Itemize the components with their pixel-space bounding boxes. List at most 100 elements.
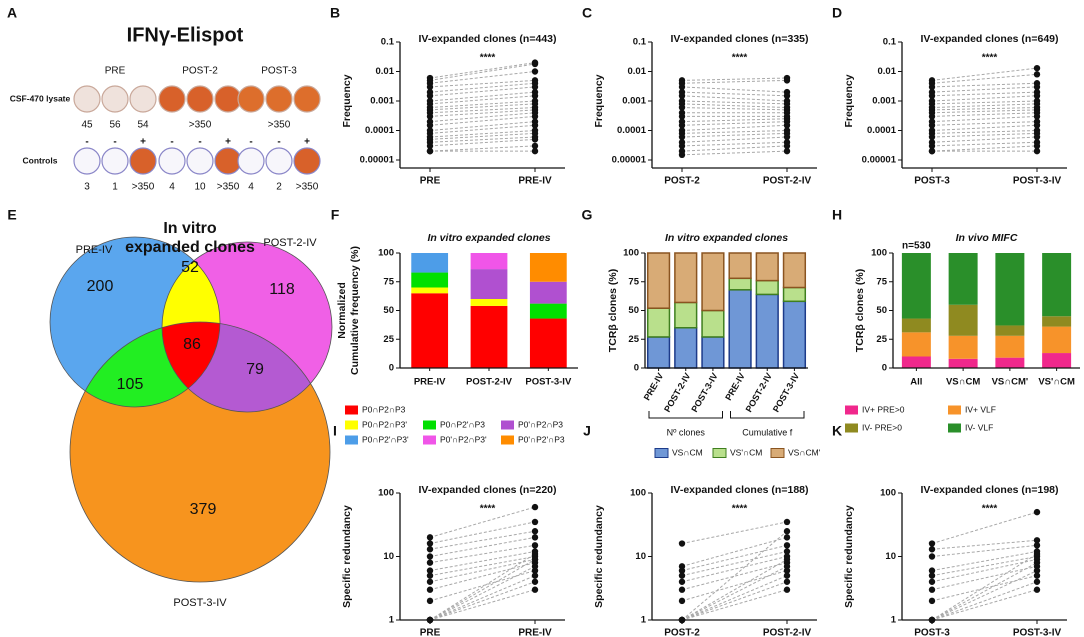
pair-line	[931, 511, 1038, 545]
bar-segment	[728, 289, 752, 369]
x-tick-label: PRE-IV	[723, 371, 747, 402]
venn-title: In vitro	[163, 220, 217, 237]
well-sign: -	[85, 137, 88, 148]
pair-line	[931, 121, 1038, 126]
bar-segment	[646, 336, 671, 369]
point	[1033, 92, 1041, 100]
point	[678, 122, 686, 129]
point	[783, 528, 791, 535]
x-tick-label: POST-3-IV	[1013, 176, 1062, 187]
point	[783, 586, 791, 593]
x-tick-label: POST-2-IV	[763, 628, 812, 637]
x-tick-label: VS'∩CM	[1038, 377, 1075, 388]
set-label: POST-3-IV	[173, 597, 227, 609]
bar-segment	[901, 318, 931, 333]
venn-region	[162, 322, 330, 412]
group-bracket	[648, 411, 723, 419]
legend-label: VS∩CM'	[788, 447, 821, 457]
point	[783, 578, 791, 585]
pair-line	[429, 536, 536, 557]
y-axis-label: Specific redundancy	[593, 505, 605, 608]
well	[186, 147, 214, 175]
bar-segment	[948, 358, 978, 368]
bar-segment	[995, 335, 1025, 358]
pair-line	[681, 103, 788, 109]
point	[678, 578, 686, 585]
legend-label: P0∩P2∩P3	[362, 404, 406, 414]
y-axis-label: Specific redundancy	[341, 505, 353, 608]
point	[426, 540, 434, 547]
pair-line	[681, 121, 788, 126]
x-tick-label: PRE	[420, 628, 441, 637]
bar-segment	[1042, 353, 1072, 368]
well-count: 1	[112, 182, 118, 193]
pair-line	[931, 141, 1038, 147]
x-tick-label: POST-2-IV	[744, 371, 774, 414]
legend-label: VS∩CM	[672, 447, 703, 457]
point	[928, 142, 936, 150]
pair-line	[681, 556, 788, 583]
y-axis-label: TCRβ clones (%)	[854, 269, 866, 352]
pair-line	[681, 530, 788, 621]
point	[783, 92, 791, 100]
bar-segment	[782, 286, 807, 303]
venn-count: 200	[87, 278, 114, 295]
x-tick-label: POST-2	[664, 176, 700, 187]
bar-segment	[901, 332, 931, 357]
venn-count: 52	[181, 259, 199, 276]
point	[531, 534, 539, 541]
point	[1033, 71, 1041, 78]
bar-segment	[470, 269, 508, 299]
point	[1033, 133, 1041, 141]
pair-line	[681, 544, 788, 572]
pair-line	[931, 550, 1038, 572]
point	[426, 553, 434, 560]
y-tick-label: 100	[378, 248, 394, 259]
point	[426, 122, 434, 129]
pair-line	[429, 562, 536, 591]
bar-segment	[948, 253, 978, 305]
point	[1033, 537, 1041, 544]
legend-swatch	[345, 420, 358, 430]
pair-line	[931, 130, 1038, 134]
point	[928, 578, 936, 585]
well	[158, 147, 186, 175]
chart-title: In vitro expanded clones	[427, 232, 550, 244]
pair-line	[931, 100, 1038, 105]
y-tick-label: 0.00001	[360, 155, 395, 166]
legend-swatch	[423, 420, 436, 430]
well	[293, 147, 321, 175]
point	[531, 83, 539, 91]
point	[531, 68, 539, 75]
group-label: Cumulative f	[742, 427, 793, 437]
point	[783, 572, 791, 579]
y-axis-label: Specific redundancy	[843, 505, 855, 608]
y-tick-label: 50	[876, 305, 887, 316]
y-tick-label: 0.00001	[862, 155, 897, 166]
legend-label: P0'∩P2∩P3	[518, 419, 563, 429]
panel-letter: J	[583, 423, 591, 439]
pair-line	[931, 570, 1038, 621]
venn-region	[70, 322, 220, 407]
pair-line	[429, 115, 536, 126]
x-tick-label: POST-3-IV	[771, 371, 801, 414]
y-tick-label: 10	[635, 551, 646, 562]
pair-line	[681, 536, 788, 567]
pair-line	[429, 556, 536, 577]
point	[1033, 147, 1041, 155]
y-tick-label: 100	[880, 488, 896, 499]
legend-swatch	[948, 405, 961, 415]
pair-line	[429, 589, 536, 621]
legend-swatch	[712, 448, 727, 458]
pair-line	[429, 62, 536, 79]
legend-swatch	[345, 405, 358, 415]
point	[783, 563, 791, 570]
point	[426, 92, 434, 100]
well-count: 3	[84, 182, 90, 193]
bar-segment	[1042, 253, 1072, 317]
point	[783, 534, 791, 541]
pair-line	[429, 107, 536, 114]
pair-line	[429, 71, 536, 84]
well	[293, 85, 321, 113]
point	[426, 147, 434, 155]
